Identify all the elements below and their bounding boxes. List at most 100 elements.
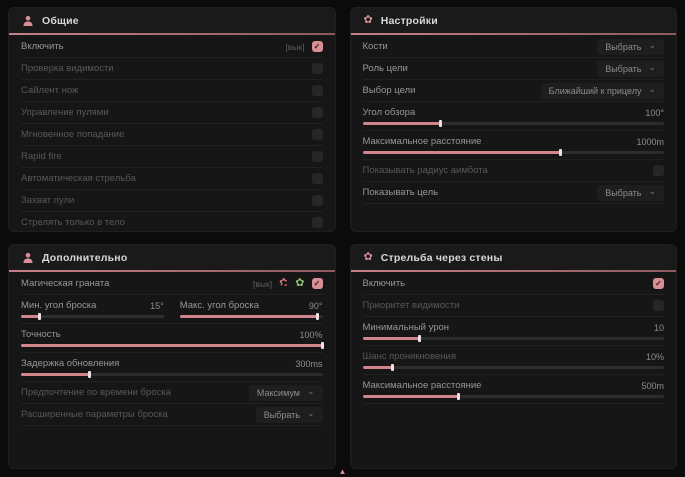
slider-handle[interactable] [417,335,421,342]
slider-value: 500m [641,380,664,391]
max-throw-angle-slider[interactable] [179,313,323,320]
target-role-dropdown[interactable]: Выбрать ⌄ [597,60,664,77]
dropdown-label: Предпочтение по времени броска [21,387,171,398]
toggle-row-instant-hit[interactable]: Мгновенное попадание [21,124,323,146]
panel-wallshot: ✿ Стрельба через стены Включить ✓ Приори… [349,244,677,469]
flower-slash-icon[interactable]: ✿ [279,277,289,289]
toggle-label: Магическая граната [21,278,110,289]
update-delay-slider[interactable] [21,371,323,378]
toggle-label: Включить [362,278,406,289]
keybind-tag: [вык] [252,278,273,289]
toggle-label: Проверка видимости [21,63,114,74]
slider-handle[interactable] [88,371,92,378]
penetration-chance-slider[interactable] [362,364,664,371]
fov-slider[interactable] [362,120,664,127]
wall-max-distance-slider[interactable] [362,393,664,400]
flower-icon: ✿ [363,251,373,263]
slider-handle[interactable] [37,313,41,320]
panel-general: Общие Включить [вык] ✓ Проверка видимост… [8,7,336,232]
min-throw-angle-slider[interactable] [21,313,164,320]
checkbox[interactable] [653,165,664,176]
slider-row-max-distance: Максимальное расстояние 1000m [362,131,664,160]
toggle-label: Управление пулями [21,107,109,118]
slider-handle[interactable] [456,393,460,400]
check-icon: ✓ [655,278,662,288]
toggle-label: Автоматическая стрельба [21,173,136,184]
header-accent-line [350,270,676,272]
checkbox[interactable] [311,129,323,140]
toggle-row-magic-grenade[interactable]: Магическая граната [вык] ✿ ✿ ✓ [21,273,323,295]
slider-label: Шанс проникновения [362,351,457,362]
slider-handle[interactable] [390,364,394,371]
toggle-row-visibility-priority[interactable]: Приоритет видимости [362,295,664,317]
toggle-row-enable[interactable]: Включить ✓ [362,273,664,295]
toggle-row-body-only[interactable]: Стрелять только в тело [21,212,323,231]
slider-value: 10 [653,322,664,333]
dropdown-value: Выбрать [605,187,642,198]
slider-handle[interactable] [438,120,442,127]
slider-handle[interactable] [320,342,324,349]
dropdown-label: Расширенные параметры броска [21,409,168,420]
person-icon [23,15,33,26]
checkbox[interactable]: ✓ [653,278,664,289]
toggle-row-bullet-grab[interactable]: Захват пули [21,190,323,212]
slider-row-max-throw-angle: Макс. угол броска 90° [179,299,323,320]
panel-settings-header: ✿ Настройки [350,8,676,33]
slider-handle[interactable] [316,313,320,320]
dropdown-label: Кости [362,41,388,52]
dropdown-label: Выбор цели [362,85,416,96]
panel-additional-header: Дополнительно [9,245,335,270]
toggle-row-bullet-control[interactable]: Управление пулями [21,102,323,124]
checkbox[interactable] [653,300,664,311]
checkbox[interactable] [311,217,323,228]
chevron-down-icon: ⌄ [306,386,315,396]
slider-label: Максимальное расстояние [362,136,482,147]
toggle-row-auto-fire[interactable]: Автоматическая стрельба [21,168,323,190]
dropdown-label: Роль цели [362,63,408,74]
slider-value: 10% [645,351,664,362]
throw-angle-pair: Мин. угол броска 15° Макс. угол броска 9… [21,295,323,324]
dropdown-row-advanced-throw-params: Расширенные параметры броска Выбрать ⌄ [21,404,323,426]
advanced-throw-params-dropdown[interactable]: Выбрать ⌄ [255,406,323,423]
panel-title: Стрельба через стены [380,251,503,264]
slider-value: 15° [150,300,164,311]
toggle-row-visibility-check[interactable]: Проверка видимости [21,58,323,80]
chevron-down-icon: ⌄ [306,408,315,418]
person-icon [23,252,33,263]
slider-label: Максимальное расстояние [362,380,482,391]
toggle-label: Мгновенное попадание [21,129,125,140]
flower-icon[interactable]: ✿ [295,277,305,289]
check-icon: ✓ [313,278,321,288]
target-select-dropdown[interactable]: Ближайший к прицелу ⌄ [540,82,664,99]
bones-dropdown[interactable]: Выбрать ⌄ [597,38,664,55]
toggle-label: Rapid fire [21,151,62,162]
min-damage-slider[interactable] [362,335,664,342]
accuracy-slider[interactable] [21,342,324,349]
throw-time-pref-dropdown[interactable]: Максимум ⌄ [248,384,323,401]
checkbox[interactable] [311,107,323,118]
slider-handle[interactable] [559,149,563,156]
slider-label: Минимальный урон [362,322,450,333]
checkbox[interactable]: ✓ [311,278,323,289]
show-target-dropdown[interactable]: Выбрать ⌄ [597,184,664,201]
checkbox[interactable] [311,195,323,206]
checkbox[interactable] [311,151,323,162]
checkbox[interactable] [311,173,323,184]
checkbox[interactable]: ✓ [311,41,323,52]
slider-label: Мин. угол броска [21,300,97,311]
panel-additional-body: Магическая граната [вык] ✿ ✿ ✓ Мин. угол… [9,272,335,426]
toggle-row-enable[interactable]: Включить [вык] ✓ [21,36,323,58]
checkbox[interactable] [311,85,323,96]
dropdown-value: Выбрать [605,63,642,74]
keybind-tag: [вык] [285,41,305,52]
toggle-row-silent-knife[interactable]: Сайлент нож [21,80,323,102]
toggle-row-rapid-fire[interactable]: Rapid fire [21,146,323,168]
slider-row-min-damage: Минимальный урон 10 [362,317,664,346]
scroll-marker-icon[interactable]: ▲ [338,467,347,476]
checkbox[interactable] [311,63,323,74]
slider-label: Угол обзора [362,107,416,118]
max-distance-slider[interactable] [362,149,664,156]
toggle-row-show-aimbot-radius[interactable]: Показывать радиус аимбота [362,160,664,182]
header-accent-line [9,270,335,272]
